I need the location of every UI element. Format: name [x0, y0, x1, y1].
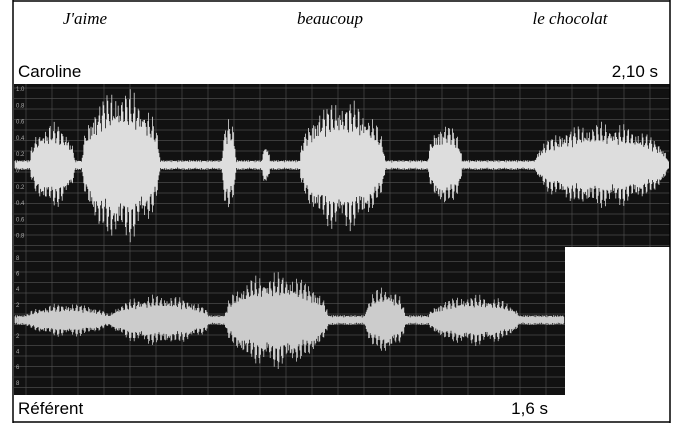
axis-label: 2	[16, 334, 20, 340]
axis-label: 8	[16, 256, 20, 262]
speaker-label: Référent	[18, 399, 83, 418]
word: beaucoup	[297, 9, 363, 28]
duration-label: 2,10 s	[612, 62, 658, 81]
axis-label: 0.2	[16, 185, 25, 191]
axis-label: 0.8	[16, 103, 25, 109]
axis-label: 4	[16, 350, 20, 356]
speaker-label: Caroline	[18, 62, 81, 81]
axis-label: 6	[16, 365, 20, 371]
duration-label: 1,6 s	[511, 399, 548, 418]
word: le chocolat	[532, 9, 608, 28]
axis-label: 0.4	[16, 201, 25, 207]
axis-label: 4	[16, 287, 20, 293]
waveform-trace	[14, 272, 565, 369]
waveform-trace	[14, 89, 669, 243]
axis-label: 0	[16, 169, 20, 175]
word: J'aime	[63, 9, 108, 28]
axis-label: 1.0	[16, 87, 25, 93]
axis-label: 0.6	[16, 217, 25, 223]
axis-label: 0	[16, 318, 20, 324]
axis-label: 0.6	[16, 120, 25, 126]
waveform	[14, 89, 669, 243]
axis-label: 0.8	[16, 234, 25, 240]
axis-label: 0.2	[16, 152, 25, 158]
waveform	[14, 272, 565, 369]
axis-label: 8	[16, 381, 20, 387]
axis-label: 6	[16, 272, 20, 278]
axis-label: 2	[16, 303, 20, 309]
axis-label: 0.4	[16, 136, 25, 142]
